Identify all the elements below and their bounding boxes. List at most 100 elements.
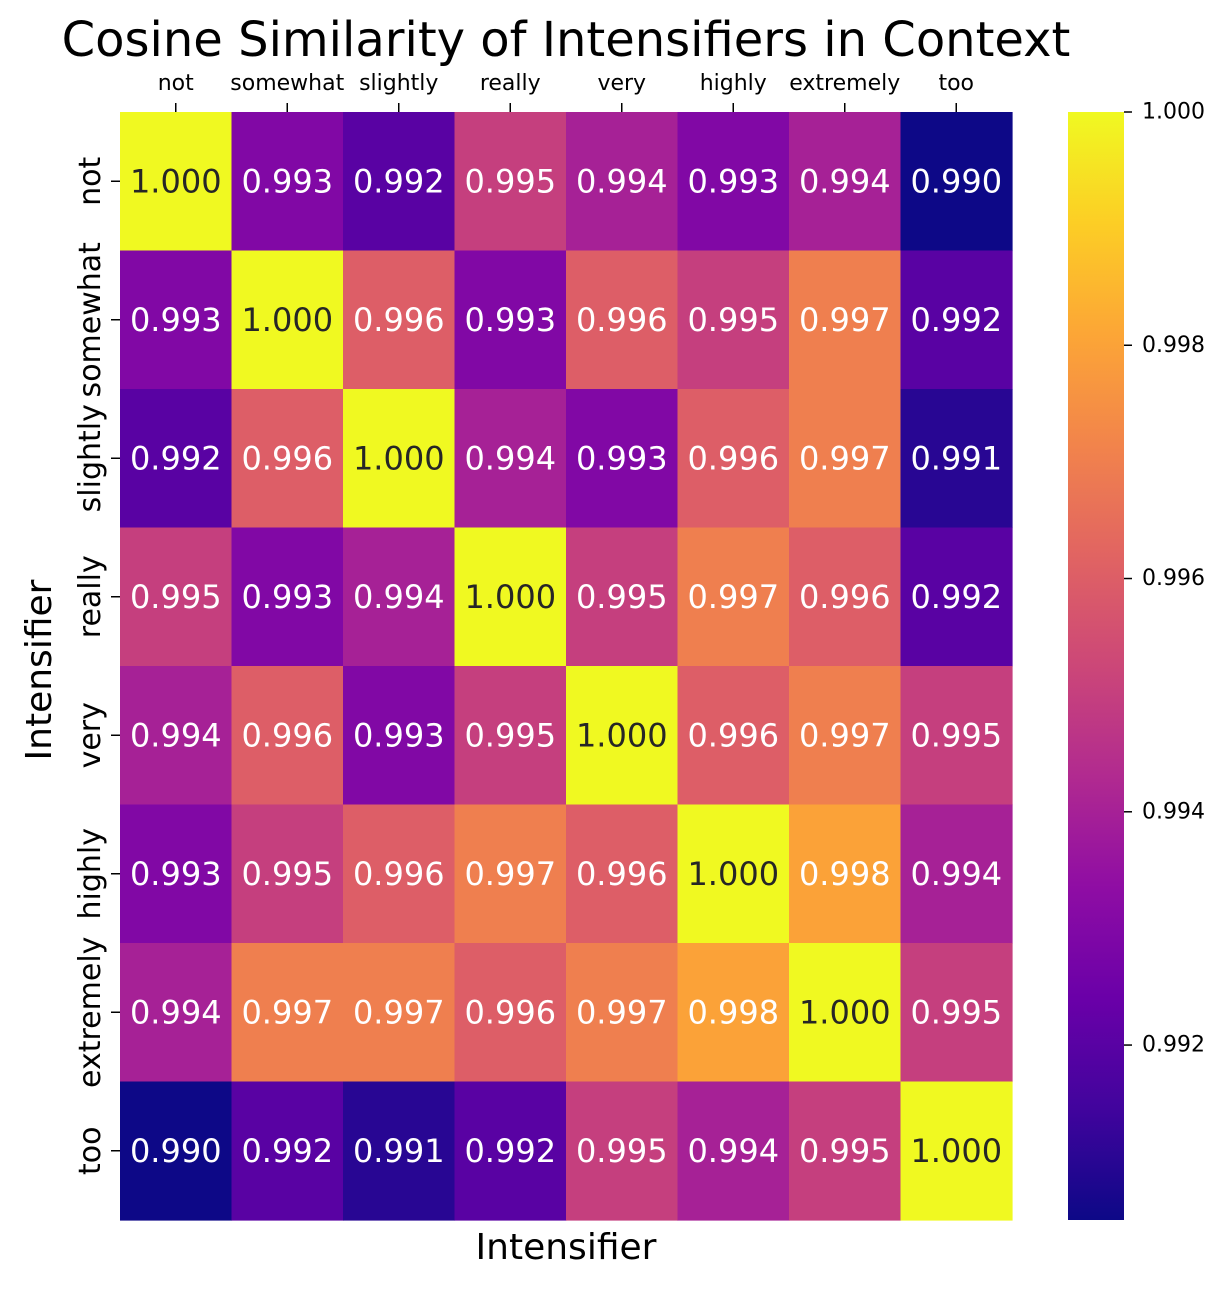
cell-value-label: 0.994 [576,162,668,200]
cell-value-label: 0.997 [464,855,556,893]
heatmap-cell [566,112,679,252]
heatmap-cell [677,527,790,667]
heatmap-cell [789,389,902,529]
cell-value-label: 0.993 [687,162,779,200]
heatmap-cell [454,250,567,390]
y-tick-label: highly [73,828,108,920]
heatmap-cell [677,250,790,390]
cell-value-label: 0.996 [464,993,556,1031]
heatmap-cell [454,943,567,1083]
heatmap-cell [677,804,790,944]
cell-value-label: 0.990 [130,1132,222,1170]
x-axis-label: Intensifier [475,1227,657,1268]
cell-value-label: 0.992 [130,439,222,477]
cell-value-label: 0.992 [464,1132,556,1170]
heatmap-cell [789,1081,902,1221]
heatmap-cell [900,250,1013,390]
heatmap-cell [231,804,344,944]
heatmap-cell [343,1081,456,1221]
y-tick-label: somewhat [73,242,108,398]
cell-value-label: 1.000 [576,716,668,754]
cell-value-label: 0.992 [910,301,1002,339]
cell-value-label: 0.997 [799,439,891,477]
heatmap-cell [343,804,456,944]
cell-value-label: 0.995 [241,855,333,893]
cell-value-label: 0.995 [576,578,668,616]
heatmap-cell [677,389,790,529]
heatmap-cell [566,943,679,1083]
cell-value-label: 0.994 [464,439,556,477]
heatmap-cell [120,666,233,806]
heatmap-cell [789,666,902,806]
cell-value-label: 0.993 [130,855,222,893]
cell-value-label: 0.994 [687,1132,779,1170]
heatmap-cell [454,1081,567,1221]
cell-value-label: 0.991 [353,1132,445,1170]
heatmap-cell [900,389,1013,529]
y-tick-label: extremely [73,937,108,1088]
heatmap-cell [120,527,233,667]
cell-value-label: 1.000 [130,162,222,200]
cell-value-label: 1.000 [687,855,779,893]
cell-value-label: 0.993 [353,716,445,754]
cell-value-label: 0.996 [241,716,333,754]
cell-value-label: 0.993 [576,439,668,477]
cell-value-label: 0.996 [353,301,445,339]
heatmap-cell [677,666,790,806]
heatmap-cell [900,527,1013,667]
cell-value-label: 0.998 [687,993,779,1031]
heatmap-cell [789,112,902,252]
heatmap-cell [231,389,344,529]
heatmap-cell [454,527,567,667]
cell-value-label: 0.995 [910,993,1002,1031]
heatmap-cell [454,112,567,252]
y-tick-label: very [73,702,108,768]
heatmap-cell [789,943,902,1083]
heatmap-cell [120,250,233,390]
heatmap-cell [231,1081,344,1221]
cell-value-label: 0.994 [130,716,222,754]
cell-value-label: 1.000 [353,439,445,477]
cell-value-label: 0.997 [799,716,891,754]
colorbar-tick-label: 1.000 [1142,100,1205,125]
heatmap-cell [566,527,679,667]
cell-value-label: 0.995 [687,301,779,339]
heatmap-cell [231,943,344,1083]
x-tick-label: somewhat [230,71,344,96]
heatmap-cell [677,1081,790,1221]
heatmap-cell [120,112,233,252]
x-tick-label: slightly [359,71,438,96]
cell-value-label: 0.995 [464,716,556,754]
cell-value-label: 0.997 [799,301,891,339]
cell-value-label: 0.995 [799,1132,891,1170]
heatmap-cell [231,527,344,667]
heatmap-cell [120,1081,233,1221]
y-tick-label: not [73,156,108,205]
heatmap-cell [454,804,567,944]
cell-value-label: 0.994 [130,993,222,1031]
heatmap-cell [343,527,456,667]
y-tick-label: slightly [73,404,108,512]
cell-value-label: 0.997 [687,578,779,616]
heatmap-cell [789,527,902,667]
cell-value-label: 0.996 [576,301,668,339]
x-tick-label: really [480,71,541,96]
cell-value-label: 0.993 [241,578,333,616]
cell-value-label: 0.992 [910,578,1002,616]
cell-value-label: 0.991 [910,439,1002,477]
cell-value-label: 0.997 [576,993,668,1031]
heatmap-cell [789,804,902,944]
heatmap-cell [343,666,456,806]
heatmap-cell [900,666,1013,806]
heatmap-cell [566,389,679,529]
cell-value-label: 0.995 [576,1132,668,1170]
cell-value-label: 0.995 [130,578,222,616]
cell-value-label: 1.000 [241,301,333,339]
cell-value-label: 1.000 [464,578,556,616]
cell-value-label: 0.992 [241,1132,333,1170]
heatmap-cell [120,943,233,1083]
cell-value-label: 0.994 [910,855,1002,893]
cell-value-label: 1.000 [910,1132,1002,1170]
